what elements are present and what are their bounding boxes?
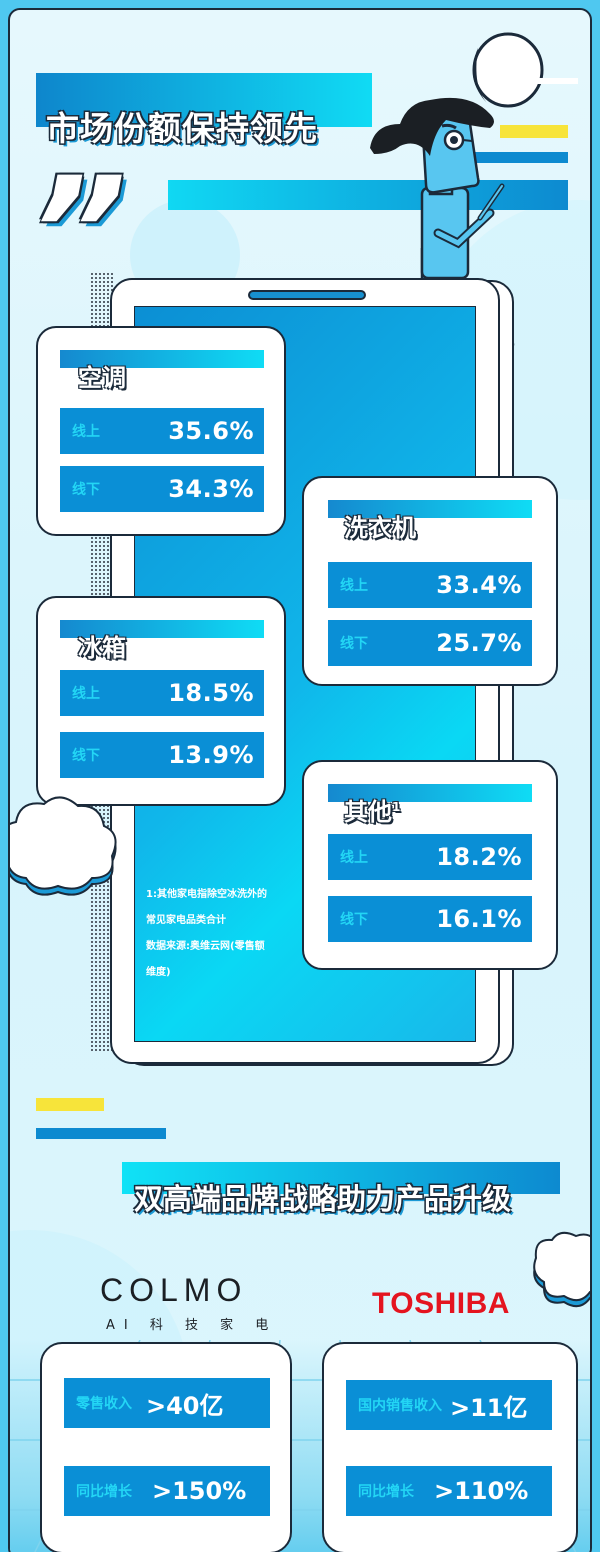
header-gradient-bar: [36, 73, 372, 127]
brand-row-growth: 同比增长 >110%: [346, 1466, 552, 1516]
footnote-line: 维度): [146, 967, 171, 978]
row-value: 33.4%: [436, 571, 522, 599]
phone-speaker: [248, 290, 366, 300]
category-bar: [328, 784, 532, 802]
accent-bar-blue: [460, 152, 568, 163]
share-row-online: 线上 35.6%: [60, 408, 264, 454]
brand-card-toshiba: 国内销售收入 >11亿 同比增长 >110%: [322, 1342, 578, 1552]
footnote: 1:其他家电指除空冰洗外的 常见家电品类合计 数据来源:奥维云网(零售额 维度): [146, 882, 306, 986]
category-title: 冰箱: [78, 634, 126, 662]
row-value: 25.7%: [436, 629, 522, 657]
row-label: 线上: [72, 686, 100, 702]
row-value: 13.9%: [168, 741, 254, 769]
category-bar: [60, 620, 264, 638]
category-bar: [328, 500, 532, 518]
share-row-offline: 线下 13.9%: [60, 732, 264, 778]
category-bubble-washer: 洗衣机 线上 33.4% 线下 25.7%: [302, 476, 558, 686]
row-value: 34.3%: [168, 475, 254, 503]
row-label: 同比增长: [358, 1484, 414, 1500]
section2-title: 双高端品牌战略助力产品升级: [134, 1182, 512, 1216]
section2-gradient-bar: [122, 1162, 560, 1194]
row-label: 线上: [340, 578, 368, 594]
cloud-icon: [533, 1231, 590, 1308]
share-row-offline: 线下 34.3%: [60, 466, 264, 512]
accent-bar-yellow: [36, 1098, 104, 1111]
brand-row-revenue: 零售收入 >40亿: [64, 1378, 270, 1428]
share-row-online: 线上 18.2%: [328, 834, 532, 880]
share-row-offline: 线下 25.7%: [328, 620, 532, 666]
row-label: 线下: [72, 748, 100, 764]
accent-bar-blue: [36, 1128, 166, 1139]
brand-card-colmo: 零售收入 >40亿 同比增长 >150%: [40, 1342, 292, 1552]
category-bubble-ac: 空调 线上 35.6% 线下 34.3%: [36, 326, 286, 536]
infographic-canvas: 市场份额保持领先 ” 1:其他家电指除空冰洗外的 常: [8, 8, 592, 1552]
footnote-marker: 1: [392, 800, 401, 814]
row-value: 35.6%: [168, 417, 254, 445]
share-row-online: 线上 33.4%: [328, 562, 532, 608]
row-label: 线下: [340, 636, 368, 652]
row-label: 线下: [340, 912, 368, 928]
category-bubble-fridge: 冰箱 线上 18.5% 线下 13.9%: [36, 596, 286, 806]
row-label: 零售收入: [76, 1396, 132, 1412]
footnote-line: 常见家电品类合计: [146, 915, 226, 926]
row-value: 18.2%: [436, 843, 522, 871]
row-label: 国内销售收入: [358, 1398, 442, 1414]
page-title: 市场份额保持领先: [46, 109, 318, 148]
share-row-offline: 线下 16.1%: [328, 896, 532, 942]
share-row-online: 线上 18.5%: [60, 670, 264, 716]
row-value: >150%: [152, 1477, 247, 1505]
row-value: 16.1%: [436, 905, 522, 933]
row-label: 同比增长: [76, 1484, 132, 1500]
cloud-icon: [10, 796, 117, 896]
category-title: 空调: [78, 364, 126, 392]
toshiba-logo: TOSHIBA: [372, 1287, 510, 1320]
row-value: 18.5%: [168, 679, 254, 707]
brand-row-revenue: 国内销售收入 >11亿: [346, 1380, 552, 1430]
row-value: >11亿: [450, 1393, 528, 1422]
colmo-logo: COLMO: [100, 1272, 248, 1308]
row-label: 线上: [340, 850, 368, 866]
category-bubble-other: 其他1 线上 18.2% 线下 16.1%: [302, 760, 558, 970]
row-value: >110%: [434, 1477, 529, 1505]
accent-bar-yellow: [500, 125, 568, 138]
row-label: 线上: [72, 424, 100, 440]
category-bar: [60, 350, 264, 368]
category-title: 洗衣机: [344, 514, 416, 542]
footnote-line: 1:其他家电指除空冰洗外的: [146, 889, 267, 900]
row-label: 线下: [72, 482, 100, 498]
category-title: 其他1: [344, 798, 401, 826]
brand-row-growth: 同比增长 >150%: [64, 1466, 270, 1516]
footnote-line: 数据来源:奥维云网(零售额: [146, 941, 265, 952]
colmo-tagline: AI 科 技 家 电: [106, 1318, 278, 1333]
row-value: >40亿: [146, 1391, 224, 1420]
